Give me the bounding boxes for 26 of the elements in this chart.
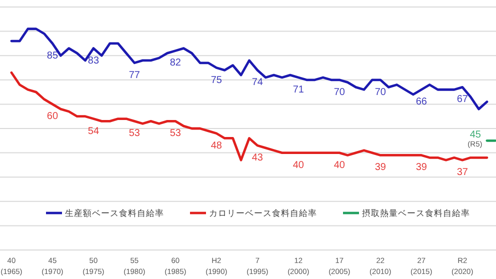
data-label: 53 (128, 128, 140, 140)
data-label: 43 (252, 152, 264, 164)
data-label: 74 (252, 77, 264, 88)
data-label: 40 (334, 160, 346, 171)
legend-label: 摂取熱量ベース食料自給率 (362, 208, 470, 218)
data-label: 85 (46, 50, 58, 62)
data-label: 45 (470, 130, 482, 141)
data-label: 60 (46, 111, 58, 122)
legend-label: カロリーベース食料自給率 (209, 208, 317, 218)
data-label: 67 (456, 94, 468, 106)
data-label: 40 (292, 160, 304, 171)
data-label: 77 (128, 70, 140, 81)
data-label: 48 (210, 140, 222, 152)
data-label: 82 (170, 58, 182, 69)
data-label: 37 (456, 167, 468, 178)
legend-label: 生産額ベース食料自給率 (65, 208, 164, 218)
data-label: 66 (416, 96, 428, 108)
data-label: 75 (210, 74, 222, 86)
data-label: 53 (170, 128, 182, 140)
data-label: 83 (88, 55, 100, 66)
data-label: 39 (416, 162, 428, 174)
data-label: 71 (292, 84, 304, 96)
data-label: 54 (88, 126, 100, 137)
data-label: 70 (334, 86, 346, 98)
data-label: 70 (374, 86, 386, 98)
data-label: 39 (374, 162, 386, 174)
